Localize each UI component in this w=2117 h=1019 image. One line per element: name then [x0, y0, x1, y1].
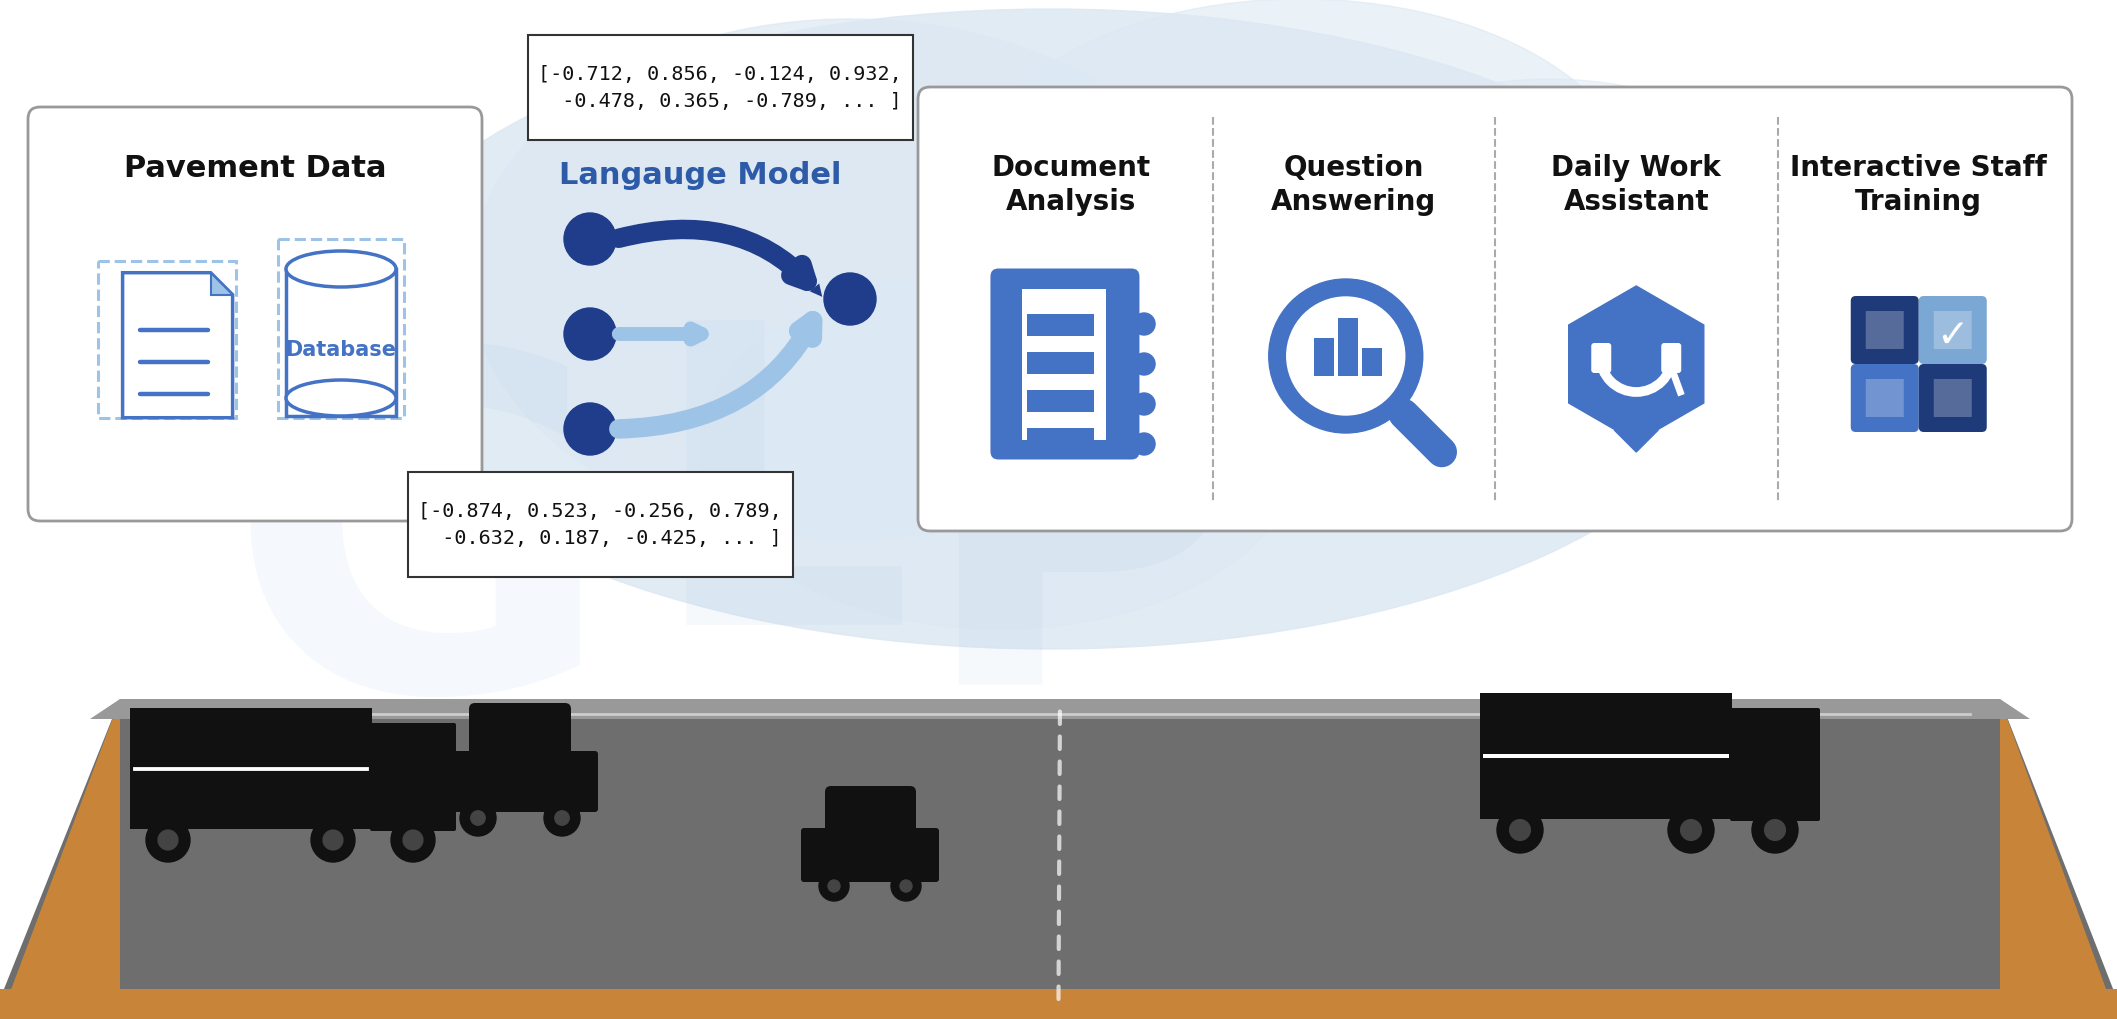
Circle shape: [1287, 298, 1406, 416]
FancyBboxPatch shape: [442, 751, 597, 812]
Circle shape: [311, 818, 356, 862]
Circle shape: [159, 830, 178, 850]
Circle shape: [1753, 807, 1797, 853]
Circle shape: [828, 880, 840, 892]
FancyBboxPatch shape: [286, 270, 396, 417]
FancyBboxPatch shape: [129, 708, 373, 829]
FancyBboxPatch shape: [406, 472, 792, 577]
Circle shape: [1681, 820, 1702, 841]
FancyBboxPatch shape: [1027, 315, 1094, 336]
FancyBboxPatch shape: [527, 36, 912, 141]
Ellipse shape: [959, 0, 1641, 399]
Polygon shape: [123, 273, 233, 418]
Circle shape: [1133, 314, 1156, 335]
Ellipse shape: [701, 270, 1300, 630]
Circle shape: [900, 880, 912, 892]
FancyBboxPatch shape: [1592, 343, 1611, 374]
FancyBboxPatch shape: [1730, 708, 1821, 821]
Text: Langauge Model: Langauge Model: [559, 160, 840, 190]
Polygon shape: [1615, 431, 1658, 452]
FancyBboxPatch shape: [1850, 365, 1918, 433]
Text: [-0.712, 0.856, -0.124, 0.932,
  -0.478, 0.365, -0.789, ... ]: [-0.712, 0.856, -0.124, 0.932, -0.478, 0…: [538, 65, 902, 111]
Circle shape: [324, 830, 343, 850]
FancyBboxPatch shape: [0, 989, 2117, 1019]
Polygon shape: [1569, 286, 1704, 442]
FancyBboxPatch shape: [1338, 319, 1357, 377]
Ellipse shape: [349, 10, 1751, 649]
Text: Document
Analysis: Document Analysis: [991, 154, 1152, 216]
Polygon shape: [0, 699, 2117, 999]
Circle shape: [1133, 433, 1156, 455]
Ellipse shape: [286, 381, 396, 417]
Circle shape: [1133, 354, 1156, 376]
Circle shape: [1133, 393, 1156, 416]
Text: [-0.874, 0.523, -0.256, 0.789,
  -0.632, 0.187, -0.425, ... ]: [-0.874, 0.523, -0.256, 0.789, -0.632, 0…: [419, 501, 781, 547]
Circle shape: [470, 811, 485, 825]
Ellipse shape: [470, 20, 1230, 539]
Text: Question
Answering: Question Answering: [1270, 154, 1435, 216]
FancyBboxPatch shape: [470, 703, 572, 760]
FancyBboxPatch shape: [1865, 380, 1903, 418]
FancyBboxPatch shape: [1315, 338, 1334, 377]
FancyBboxPatch shape: [826, 787, 917, 838]
FancyBboxPatch shape: [1027, 390, 1094, 413]
Circle shape: [824, 274, 876, 326]
FancyArrowPatch shape: [618, 227, 821, 298]
FancyBboxPatch shape: [1850, 297, 1918, 365]
FancyBboxPatch shape: [919, 88, 2073, 532]
Circle shape: [891, 871, 921, 901]
Circle shape: [1497, 807, 1543, 853]
Polygon shape: [210, 273, 233, 296]
FancyBboxPatch shape: [800, 828, 940, 882]
Text: ✓: ✓: [1937, 317, 1969, 355]
Text: Database: Database: [286, 339, 396, 359]
FancyBboxPatch shape: [1662, 343, 1681, 374]
FancyBboxPatch shape: [1480, 693, 1732, 819]
Text: L: L: [648, 308, 912, 711]
Circle shape: [1268, 280, 1423, 433]
Circle shape: [1766, 820, 1785, 841]
FancyBboxPatch shape: [991, 269, 1139, 460]
FancyBboxPatch shape: [1027, 429, 1094, 450]
Circle shape: [563, 404, 616, 455]
FancyBboxPatch shape: [1361, 348, 1382, 377]
FancyBboxPatch shape: [1027, 353, 1094, 375]
Circle shape: [555, 811, 569, 825]
Polygon shape: [0, 699, 121, 1019]
Text: Interactive Staff
Training: Interactive Staff Training: [1791, 154, 2047, 216]
FancyBboxPatch shape: [1918, 365, 1986, 433]
Text: P: P: [917, 344, 1243, 774]
Circle shape: [402, 830, 423, 850]
Circle shape: [392, 818, 434, 862]
Circle shape: [146, 818, 191, 862]
Ellipse shape: [1249, 79, 1850, 520]
FancyBboxPatch shape: [1933, 380, 1971, 418]
Circle shape: [544, 800, 580, 837]
Circle shape: [563, 309, 616, 361]
FancyBboxPatch shape: [1918, 297, 1986, 365]
Text: Pavement Data: Pavement Data: [123, 153, 385, 182]
Circle shape: [1509, 820, 1531, 841]
FancyBboxPatch shape: [370, 723, 455, 832]
FancyBboxPatch shape: [1865, 312, 1903, 350]
FancyBboxPatch shape: [1023, 289, 1107, 440]
Circle shape: [563, 214, 616, 266]
FancyBboxPatch shape: [28, 108, 483, 522]
Text: G: G: [227, 331, 614, 788]
Circle shape: [819, 871, 849, 901]
Polygon shape: [91, 699, 2030, 719]
Circle shape: [459, 800, 495, 837]
Polygon shape: [2001, 699, 2117, 1019]
Ellipse shape: [286, 252, 396, 287]
Text: Daily Work
Assistant: Daily Work Assistant: [1552, 154, 1721, 216]
Circle shape: [1668, 807, 1715, 853]
FancyBboxPatch shape: [1933, 312, 1971, 350]
